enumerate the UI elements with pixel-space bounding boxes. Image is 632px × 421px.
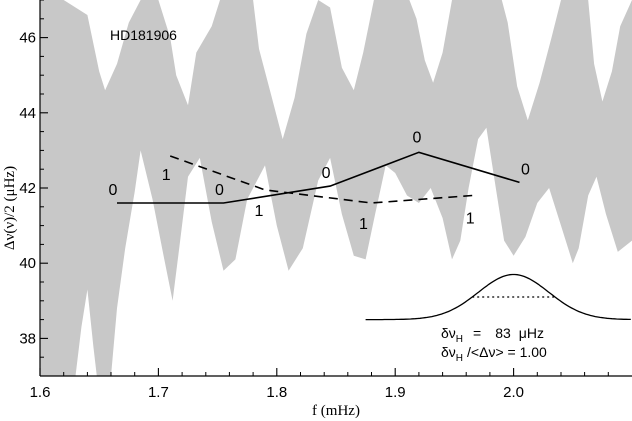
shaded-band (40, 0, 632, 376)
annotation-delta-nu-2: δν (441, 344, 456, 360)
annotation-line-2: δνH /<Δν> = 1.00 (441, 344, 547, 364)
axes: 1.6 1.7 1.8 1.9 2.0 38 40 42 44 46 (19, 0, 632, 401)
annotation-unit: μHz (519, 325, 544, 341)
annotation-line-1: δνH = 83 μHz (441, 325, 544, 345)
point-label-1-0: 1 (162, 167, 171, 184)
chart-title: HD181906 (110, 27, 177, 43)
point-labels: 0 0 0 0 0 1 1 1 1 (109, 129, 531, 233)
x-axis-title: f (mHz) (312, 403, 360, 419)
annotation-subscript-1: H (456, 334, 463, 345)
series-line-1 (169, 155, 473, 204)
series-line-0 (117, 151, 520, 204)
annotation-ratio: /<Δν> = 1.00 (467, 344, 547, 360)
x-tick-label-1: 1.7 (148, 384, 169, 401)
point-label-1-3: 1 (466, 211, 475, 228)
y-tick-label-4: 46 (19, 30, 36, 47)
point-label-0-1: 0 (215, 182, 224, 199)
x-tick-label-3: 1.9 (385, 384, 406, 401)
annotation-subscript-2: H (456, 353, 463, 364)
y-tick-label-1: 40 (19, 255, 36, 272)
point-label-1-2: 1 (359, 216, 368, 233)
shaded-band-area (40, 0, 632, 376)
annotation-value: 83 (495, 325, 511, 341)
x-tick-label-2: 1.8 (266, 384, 287, 401)
point-label-0-2: 0 (322, 165, 331, 182)
point-label-1-1: 1 (255, 203, 264, 220)
annotation-delta-nu-1: δν (441, 325, 456, 341)
y-tick-label-2: 42 (19, 180, 36, 197)
point-label-0-3: 0 (412, 129, 421, 146)
series-layer (117, 151, 520, 204)
point-label-0-0: 0 (109, 182, 118, 199)
legend-annotation: δνH = 83 μHz δνH/<Δν> = 1.00 (441, 325, 547, 364)
y-tick-label-0: 38 (19, 330, 36, 347)
x-tick-label-4: 2.0 (503, 384, 524, 401)
y-axis-title: Δν(ν)/2 (μHz) (2, 166, 18, 250)
y-tick-label-3: 44 (19, 105, 36, 122)
point-label-0-4: 0 (521, 161, 530, 178)
x-tick-label-0: 1.6 (30, 384, 51, 401)
annotation-equals: = (473, 325, 481, 341)
window-curve (365, 273, 631, 321)
window-function (365, 273, 631, 321)
